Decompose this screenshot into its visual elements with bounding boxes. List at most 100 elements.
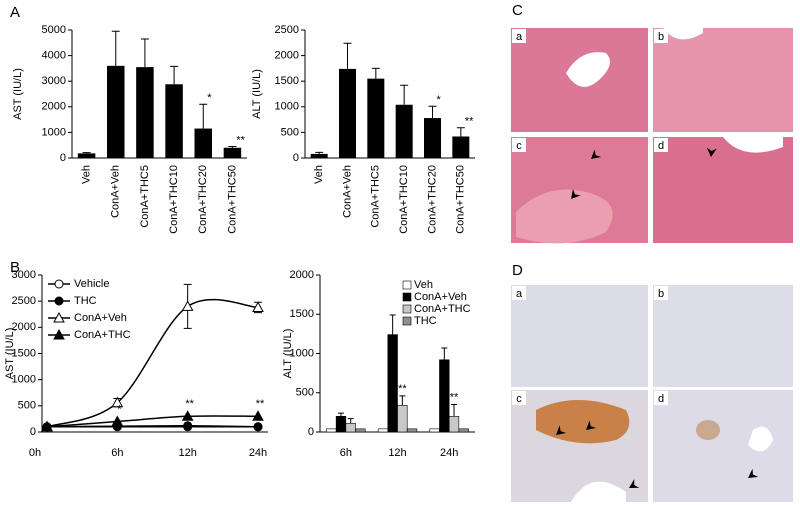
error-bar <box>441 347 448 360</box>
y-tick-label: 0 <box>60 152 66 164</box>
sublabel-box <box>512 29 526 43</box>
marker <box>252 301 264 312</box>
significance: * <box>117 403 122 415</box>
legend-label: ConA+Veh <box>74 312 127 324</box>
micrograph <box>653 137 793 243</box>
sublabel-box <box>512 286 526 300</box>
bar <box>367 78 385 158</box>
legend-marker <box>54 296 64 306</box>
bar <box>424 118 441 158</box>
hemorrhage <box>516 189 613 244</box>
sublabel: a <box>516 288 523 300</box>
bar <box>395 104 413 158</box>
bar <box>452 136 470 158</box>
sublabel-box <box>654 138 668 152</box>
micrograph <box>653 285 793 387</box>
arrow <box>706 147 717 157</box>
x-tick-label: 24h <box>249 447 267 459</box>
x-tick-label: 0h <box>29 447 41 459</box>
line <box>46 415 259 428</box>
vessel <box>748 426 773 452</box>
vessel <box>566 52 610 87</box>
bar <box>406 428 418 433</box>
y-tick-label: 2500 <box>12 295 36 307</box>
stain <box>696 420 720 440</box>
error-bar <box>456 127 465 137</box>
bar <box>194 128 212 158</box>
legend-label: THC <box>414 315 437 327</box>
y-tick-label: 1000 <box>275 101 299 113</box>
sublabel-box <box>512 391 526 405</box>
y-tick-label: 2000 <box>275 50 299 62</box>
significance: * <box>207 92 212 104</box>
y-tick-label: 4000 <box>42 50 66 62</box>
panel-label: A <box>10 4 20 21</box>
error-bar <box>111 30 120 66</box>
arrow <box>571 188 581 199</box>
sublabel: b <box>658 31 664 43</box>
y-tick-label: 2000 <box>290 269 314 281</box>
x-tick-label: ConA+THC10 <box>168 165 180 234</box>
error-bar <box>371 67 380 79</box>
legend-swatch <box>402 280 412 290</box>
error-bar <box>82 152 91 154</box>
significance: ** <box>236 134 245 146</box>
bar <box>326 428 337 433</box>
significance: ** <box>398 383 407 395</box>
y-axis-label: AST (IU/L) <box>12 68 24 120</box>
error-bar <box>315 151 324 154</box>
y-tick-label: 2500 <box>275 24 299 36</box>
sublabel-box <box>512 138 526 152</box>
bar <box>429 428 440 433</box>
sublabel: a <box>516 31 523 43</box>
x-tick-label: ConA+THC10 <box>398 165 410 234</box>
marker <box>41 420 53 432</box>
sublabel: d <box>658 140 664 152</box>
sublabel: d <box>658 393 664 405</box>
marker <box>183 421 193 431</box>
y-tick-label: 0 <box>293 152 299 164</box>
micrograph <box>653 28 793 132</box>
y-axis-label: ALT (IU/L) <box>251 69 263 119</box>
vessel <box>663 28 703 40</box>
bar <box>387 334 398 433</box>
bar <box>335 415 347 433</box>
bar <box>107 65 125 158</box>
x-tick-label: 12h <box>178 447 196 459</box>
y-tick-label: 0 <box>308 426 314 438</box>
marker <box>181 300 194 311</box>
error-bar <box>389 314 396 335</box>
x-tick-label: ConA+THC20 <box>426 165 438 234</box>
error-bar <box>428 105 437 119</box>
micrograph <box>511 285 648 387</box>
x-tick-label: ConA+THC50 <box>455 165 467 234</box>
line <box>46 298 259 428</box>
y-tick-label: 500 <box>18 400 36 412</box>
y-tick-label: 1500 <box>275 75 299 87</box>
y-tick-label: 3000 <box>12 269 36 281</box>
legend-marker <box>54 279 64 289</box>
error-bar <box>400 84 409 105</box>
x-tick-label: ConA+THC20 <box>197 165 209 234</box>
significance: ** <box>450 391 459 403</box>
arrow <box>591 149 602 159</box>
marker <box>181 410 194 421</box>
y-tick-label: 500 <box>296 387 314 399</box>
arrow <box>748 468 759 478</box>
panel-label: C <box>512 2 523 19</box>
x-tick-label: 24h <box>440 447 458 459</box>
x-tick-label: 6h <box>111 447 123 459</box>
bar <box>310 153 328 158</box>
vessel <box>571 481 626 502</box>
y-tick-label: 1500 <box>12 347 36 359</box>
significance: ** <box>185 398 194 410</box>
x-tick-label: Veh <box>313 165 325 184</box>
bar <box>355 428 366 433</box>
vessel <box>723 137 783 153</box>
marker <box>111 415 124 427</box>
arrow <box>586 420 597 430</box>
sublabel: b <box>658 288 664 300</box>
bar <box>345 423 356 433</box>
error-bar <box>337 412 344 417</box>
